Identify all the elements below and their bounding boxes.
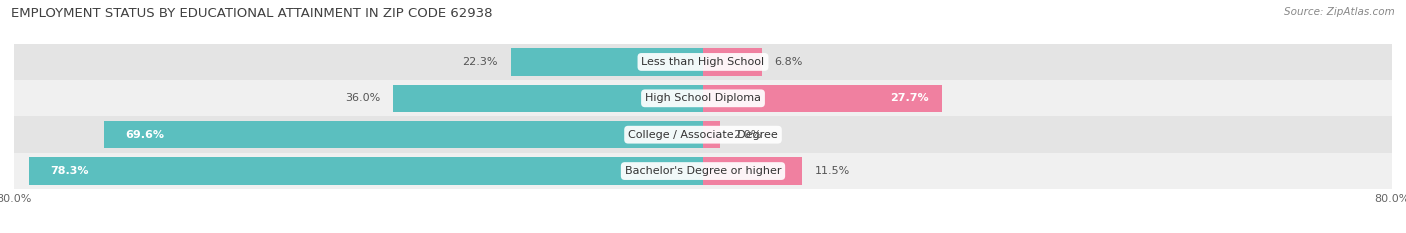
Text: Less than High School: Less than High School: [641, 57, 765, 67]
Text: Source: ZipAtlas.com: Source: ZipAtlas.com: [1284, 7, 1395, 17]
Bar: [28, 158, 703, 185]
Bar: [14, 44, 1392, 80]
Bar: [510, 48, 703, 75]
Text: High School Diploma: High School Diploma: [645, 93, 761, 103]
Bar: [703, 48, 762, 75]
Text: 36.0%: 36.0%: [344, 93, 380, 103]
Bar: [392, 85, 703, 112]
Bar: [14, 116, 1392, 153]
Text: 2.0%: 2.0%: [733, 130, 762, 140]
Text: EMPLOYMENT STATUS BY EDUCATIONAL ATTAINMENT IN ZIP CODE 62938: EMPLOYMENT STATUS BY EDUCATIONAL ATTAINM…: [11, 7, 492, 20]
Bar: [703, 85, 942, 112]
Text: Bachelor's Degree or higher: Bachelor's Degree or higher: [624, 166, 782, 176]
Bar: [14, 153, 1392, 189]
Text: College / Associate Degree: College / Associate Degree: [628, 130, 778, 140]
Text: 78.3%: 78.3%: [51, 166, 89, 176]
Text: 22.3%: 22.3%: [463, 57, 498, 67]
Text: 11.5%: 11.5%: [815, 166, 851, 176]
Bar: [703, 121, 720, 148]
Bar: [14, 80, 1392, 116]
Text: 69.6%: 69.6%: [125, 130, 165, 140]
Text: 6.8%: 6.8%: [775, 57, 803, 67]
Bar: [703, 158, 801, 185]
Bar: [104, 121, 703, 148]
Text: 27.7%: 27.7%: [890, 93, 928, 103]
